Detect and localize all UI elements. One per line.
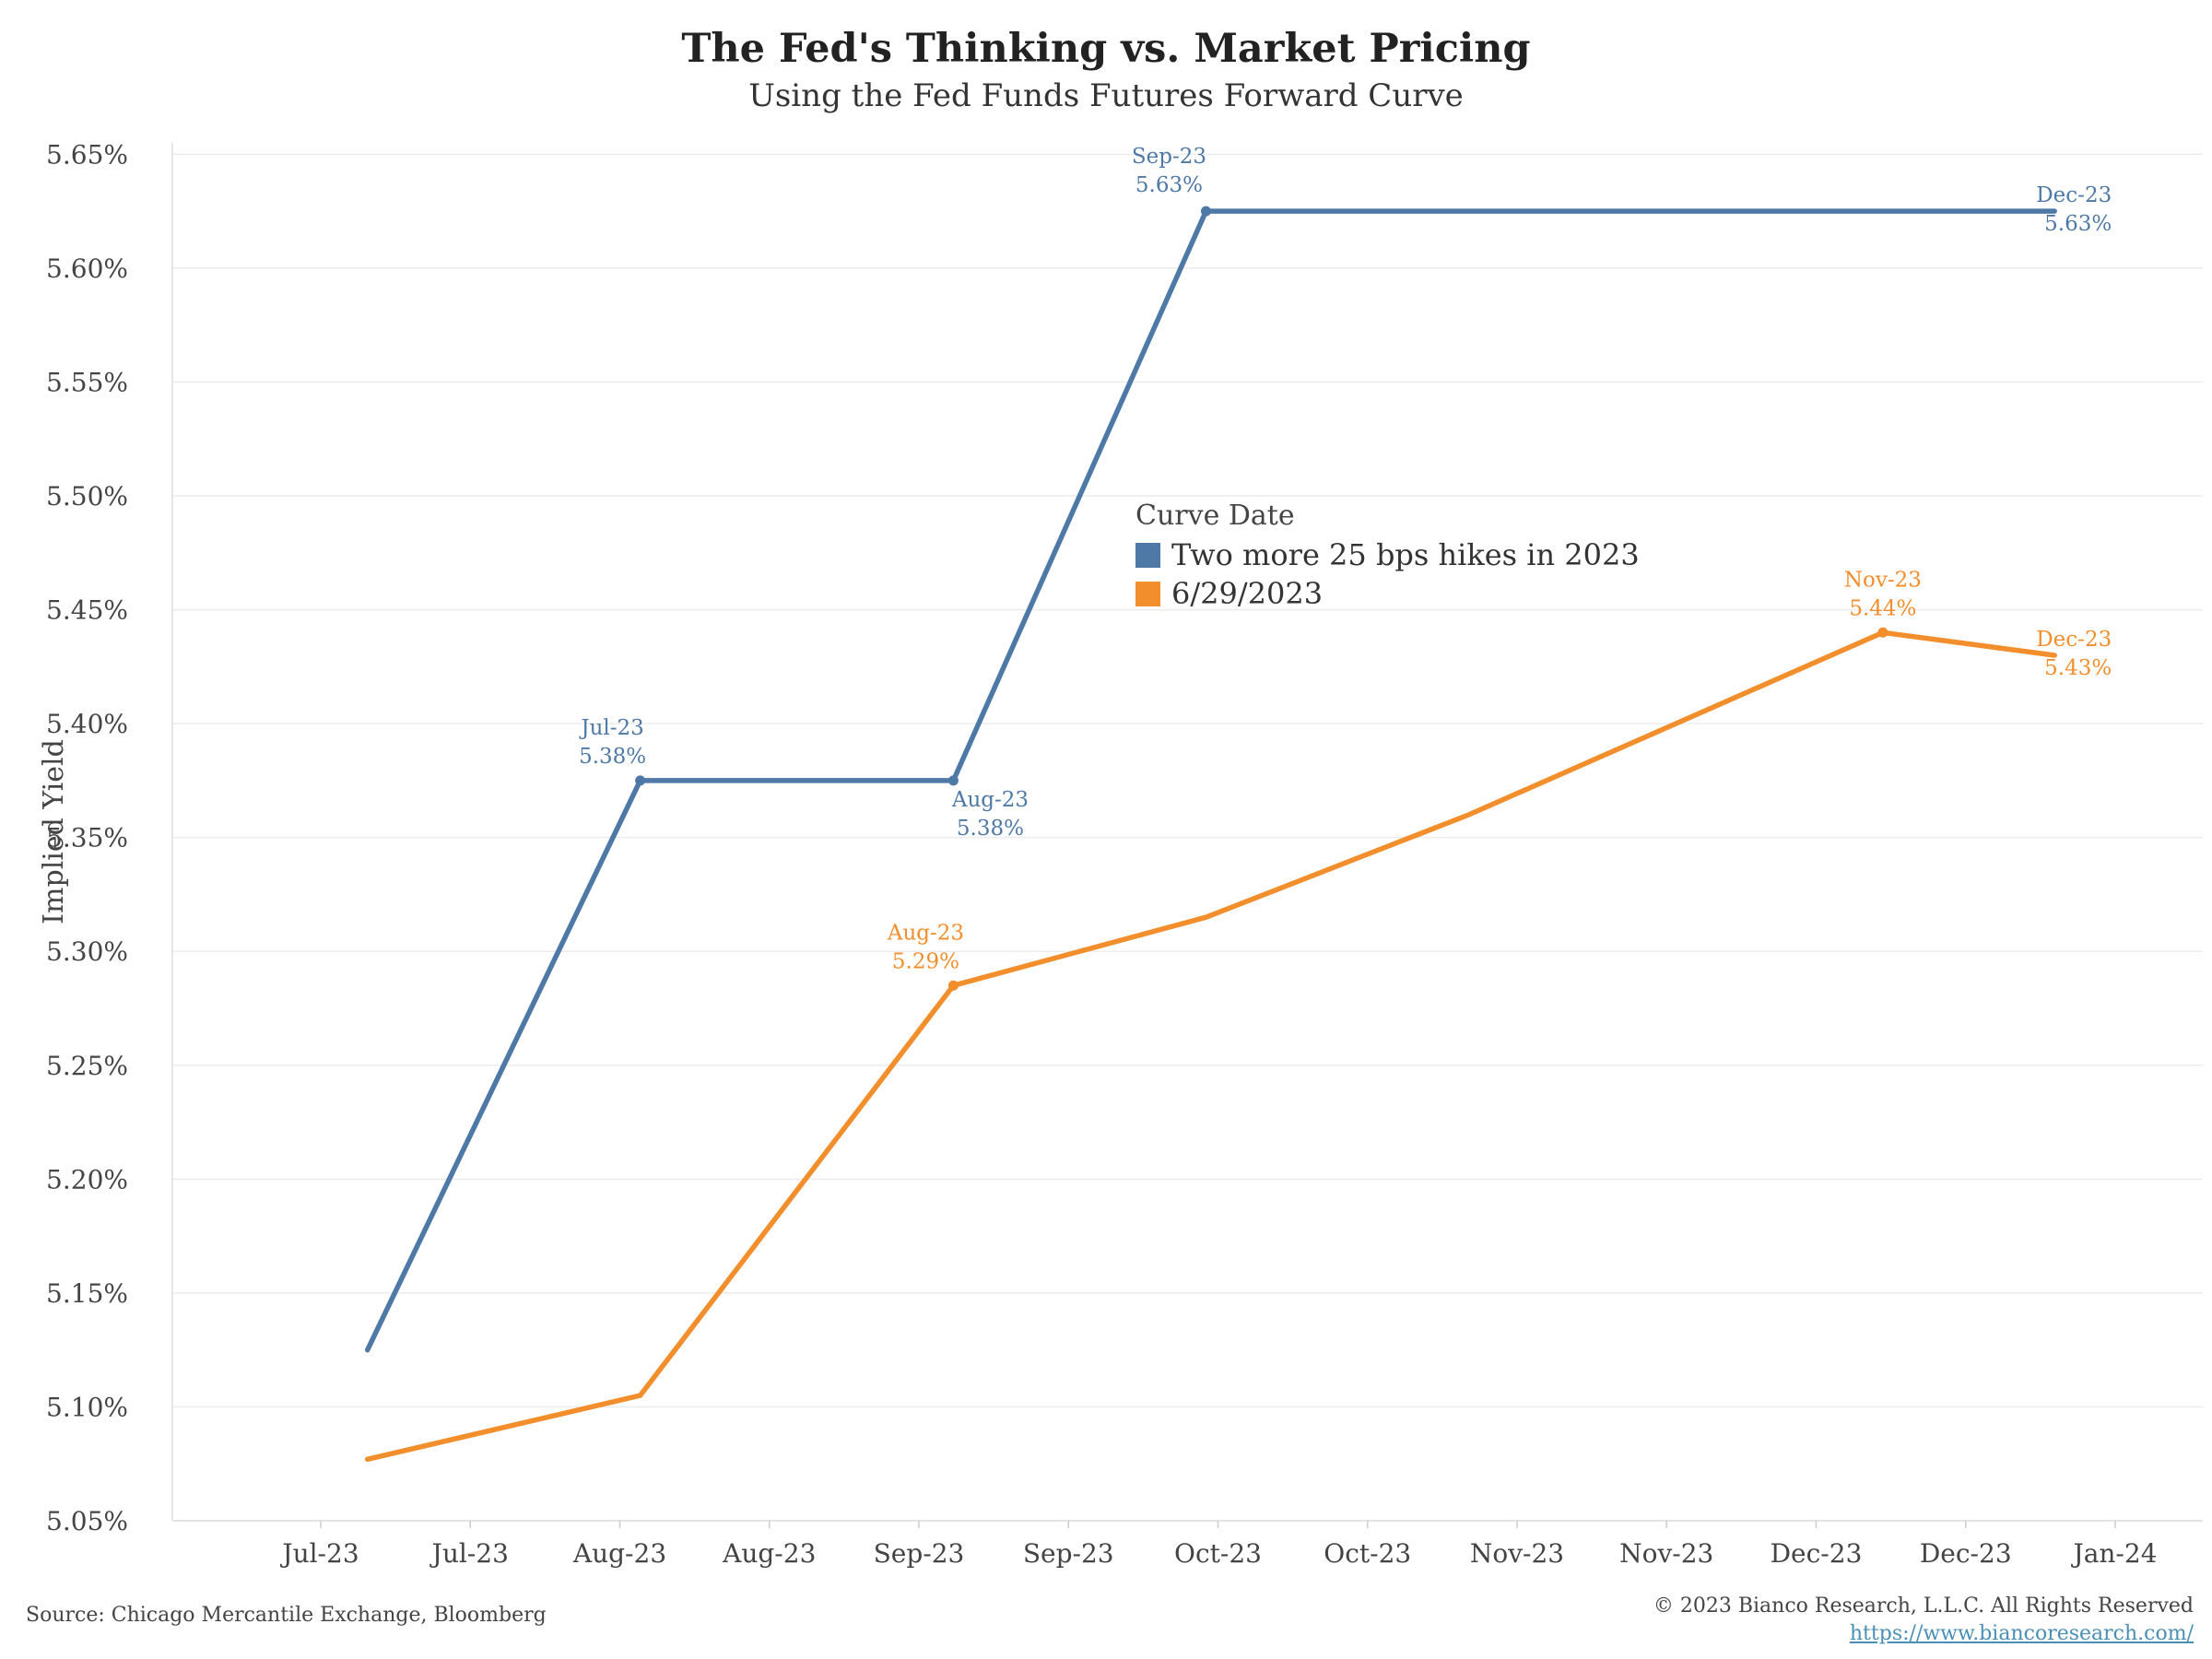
x-tick-label: Oct-23	[1324, 1538, 1411, 1569]
data-label-line: Jul-23	[579, 716, 643, 740]
legend-item-fed[interactable]: Two more 25 bps hikes in 2023	[1135, 535, 1640, 574]
x-tick-label: Jul-23	[279, 1538, 359, 1569]
y-tick-label: 5.05%	[46, 1506, 128, 1536]
data-label-line: 5.63%	[1135, 173, 1203, 197]
legend-swatch-market	[1135, 581, 1160, 606]
data-label-line: Aug-23	[951, 788, 1029, 812]
legend-label-market: 6/29/2023	[1171, 576, 1324, 611]
x-tick-label: Dec-23	[1771, 1538, 1863, 1569]
data-label-line: Nov-23	[1844, 568, 1922, 592]
data-label: Sep-23 5.63%	[1132, 145, 1206, 197]
data-label-line: 5.63%	[2044, 212, 2112, 236]
copyright-text: © 2023 Bianco Research, L.L.C. All Right…	[1653, 1594, 2194, 1618]
data-label-line: Dec-23	[2036, 183, 2112, 207]
legend-title: Curve Date	[1135, 500, 1295, 532]
copyright-block: © 2023 Bianco Research, L.L.C. All Right…	[1653, 1593, 2194, 1648]
x-tick-label: Aug-23	[572, 1538, 666, 1569]
data-label: Nov-23 5.44%	[1844, 568, 1922, 620]
legend-swatch-fed	[1135, 542, 1160, 568]
x-tick-label: Jan-24	[2070, 1538, 2157, 1569]
y-tick-label: 5.60%	[46, 253, 128, 284]
y-tick-label: 5.45%	[46, 595, 128, 626]
data-label-line: Aug-23	[887, 921, 964, 945]
x-tick-label: Sep-23	[874, 1538, 965, 1569]
legend: Curve Date Two more 25 bps hikes in 2023…	[1135, 500, 1640, 613]
y-tick-label: 5.65%	[46, 139, 128, 170]
data-label: Dec-23 5.43%	[2036, 628, 2112, 680]
data-label-line: Dec-23	[2036, 628, 2112, 652]
data-point-marker	[1200, 206, 1211, 217]
data-point-marker	[1877, 627, 1888, 638]
data-label: Dec-23 5.63%	[2036, 183, 2112, 236]
x-tick-label: Aug-23	[722, 1538, 816, 1569]
data-point-marker	[635, 775, 646, 786]
x-tick-label: Oct-23	[1174, 1538, 1262, 1569]
chart-title: The Fed's Thinking vs. Market Pricing	[681, 26, 1531, 72]
y-axis-label: Implied Yield	[38, 739, 70, 924]
y-tick-label: 5.50%	[46, 481, 128, 512]
legend-label-fed: Two more 25 bps hikes in 2023	[1171, 537, 1640, 572]
y-tick-label: 5.25%	[46, 1051, 128, 1081]
x-tick-label: Dec-23	[1920, 1538, 2012, 1569]
source-note: Source: Chicago Mercantile Exchange, Blo…	[26, 1604, 547, 1627]
y-tick-label: 5.20%	[46, 1164, 128, 1194]
data-label-line: 5.38%	[957, 817, 1024, 841]
data-label-line: 5.43%	[2044, 656, 2112, 680]
x-tick-label: Nov-23	[1470, 1538, 1564, 1569]
data-point-marker	[947, 980, 959, 991]
data-label-line: 5.29%	[892, 949, 959, 973]
y-tick-label: 5.35%	[46, 823, 128, 853]
data-label: Jul-23 5.38%	[579, 716, 646, 769]
y-tick-label: 5.10%	[46, 1392, 128, 1422]
data-label-line: 5.44%	[1849, 596, 1916, 620]
data-label-line: 5.38%	[579, 745, 646, 769]
y-tick-label: 5.55%	[46, 367, 128, 397]
legend-item-market[interactable]: 6/29/2023	[1135, 574, 1640, 613]
x-tick-label: Nov-23	[1619, 1538, 1713, 1569]
y-tick-label: 5.15%	[46, 1278, 128, 1309]
chart-subtitle: Using the Fed Funds Futures Forward Curv…	[748, 77, 1464, 114]
y-tick-label: 5.30%	[46, 936, 128, 967]
data-point-marker	[947, 775, 959, 786]
x-tick-label: Jul-23	[429, 1538, 509, 1569]
x-tick-label: Sep-23	[1023, 1538, 1114, 1569]
data-label-line: Sep-23	[1132, 145, 1206, 169]
website-link[interactable]: https://www.biancoresearch.com/	[1849, 1622, 2194, 1645]
y-tick-label: 5.40%	[46, 709, 128, 739]
data-label: Aug-23 5.29%	[887, 921, 964, 973]
data-label: Aug-23 5.38%	[951, 788, 1029, 841]
